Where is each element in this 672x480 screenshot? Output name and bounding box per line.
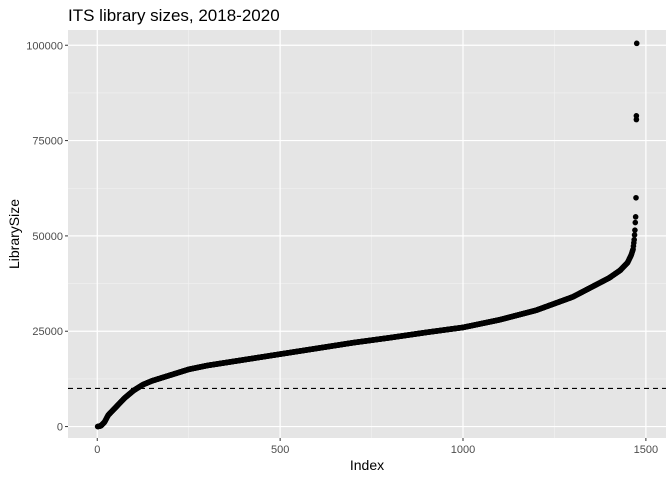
data-point [631, 236, 637, 243]
data-point [632, 219, 639, 226]
y-axis-title: LibrarySize [6, 199, 22, 269]
x-tick-label: 1000 [451, 444, 475, 456]
data-point [632, 214, 639, 220]
y-axis-ticks: 0 25000 50000 75000 100000 [26, 40, 68, 434]
y-tick-label: 50000 [32, 231, 63, 243]
data-point [633, 194, 639, 201]
data-point [633, 112, 640, 119]
plot-panel [68, 30, 666, 438]
data-point [632, 227, 638, 233]
y-tick-label: 75000 [32, 136, 63, 148]
data-point [631, 232, 638, 238]
x-tick-label: 1500 [634, 444, 658, 456]
x-axis-ticks: 0 500 1000 1500 [94, 438, 658, 456]
chart-title: ITS library sizes, 2018-2020 [68, 6, 280, 25]
grid-major [68, 30, 666, 438]
x-tick-label: 500 [271, 444, 289, 456]
x-axis-title: Index [350, 457, 384, 473]
y-tick-label: 0 [57, 422, 63, 434]
grid-minor [68, 30, 666, 438]
x-tick-label: 0 [94, 444, 100, 456]
data-points [94, 40, 640, 430]
y-tick-label: 100000 [26, 40, 63, 52]
data-point [633, 40, 640, 47]
y-tick-label: 25000 [32, 326, 63, 338]
